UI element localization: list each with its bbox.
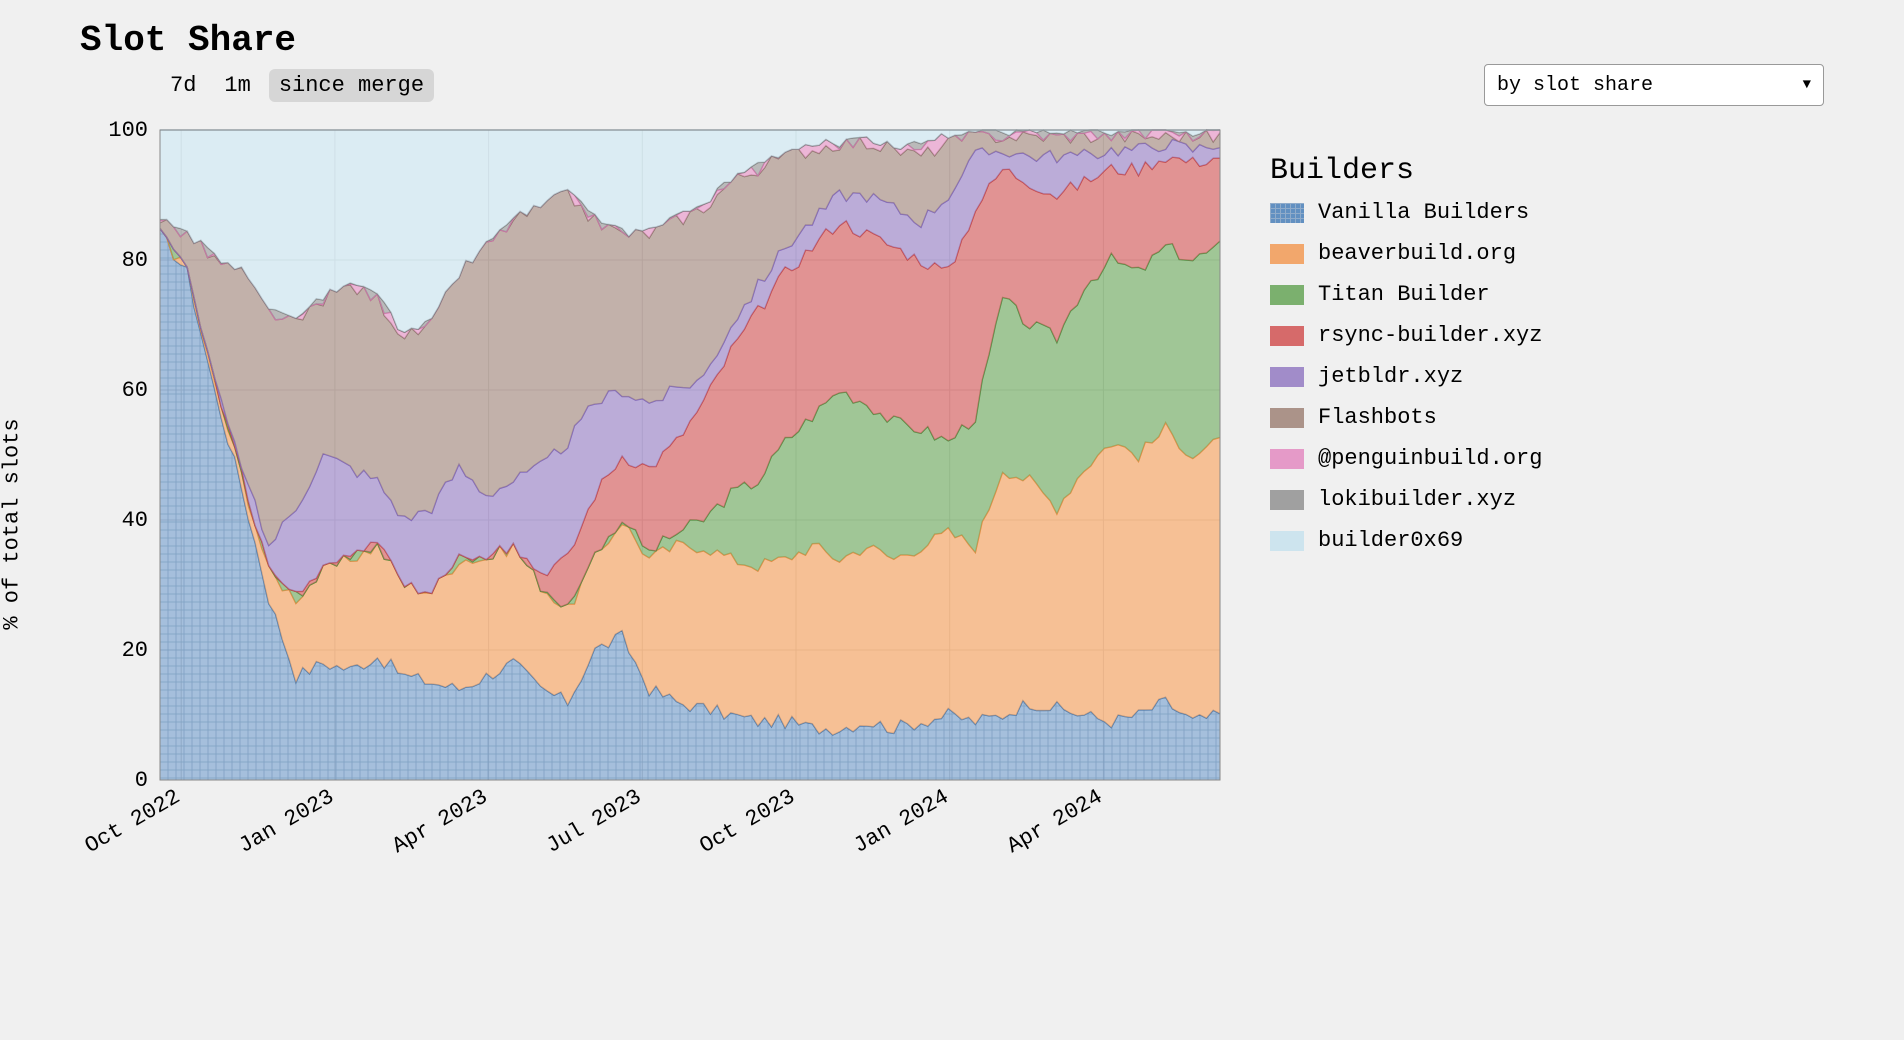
- svg-text:Jul 2023: Jul 2023: [542, 784, 646, 858]
- page-title: Slot Share: [80, 20, 1864, 61]
- chevron-down-icon: ▼: [1803, 77, 1811, 93]
- legend-item[interactable]: Titan Builder: [1270, 282, 1542, 307]
- legend-swatch: [1270, 449, 1304, 469]
- view-dropdown[interactable]: by slot share ▼: [1484, 64, 1824, 106]
- legend-item[interactable]: rsync-builder.xyz: [1270, 323, 1542, 348]
- legend-label: rsync-builder.xyz: [1318, 323, 1542, 348]
- legend-swatch: [1270, 408, 1304, 428]
- svg-text:Oct 2022: Oct 2022: [81, 784, 185, 858]
- legend-label: jetbldr.xyz: [1318, 364, 1463, 389]
- legend-item[interactable]: Vanilla Builders: [1270, 200, 1542, 225]
- slot-share-chart: % of total slots 020406080100Oct 2022Jan…: [40, 114, 1240, 934]
- svg-text:Jan 2024: Jan 2024: [849, 784, 953, 858]
- legend-item[interactable]: lokibuilder.xyz: [1270, 487, 1542, 512]
- legend-item[interactable]: builder0x69: [1270, 528, 1542, 553]
- legend-item[interactable]: jetbldr.xyz: [1270, 364, 1542, 389]
- svg-text:Jan 2023: Jan 2023: [234, 784, 338, 858]
- legend-item[interactable]: Flashbots: [1270, 405, 1542, 430]
- time-range-since-merge[interactable]: since merge: [269, 69, 434, 102]
- svg-text:60: 60: [122, 378, 148, 403]
- legend-swatch: [1270, 531, 1304, 551]
- svg-text:80: 80: [122, 248, 148, 273]
- svg-text:Oct 2023: Oct 2023: [696, 784, 800, 858]
- legend-swatch: [1270, 490, 1304, 510]
- svg-text:20: 20: [122, 638, 148, 663]
- svg-text:Apr 2023: Apr 2023: [388, 784, 492, 858]
- legend-label: @penguinbuild.org: [1318, 446, 1542, 471]
- legend-label: Titan Builder: [1318, 282, 1490, 307]
- svg-text:0: 0: [135, 768, 148, 793]
- legend-swatch: [1270, 326, 1304, 346]
- legend-item[interactable]: beaverbuild.org: [1270, 241, 1542, 266]
- legend-swatch: [1270, 367, 1304, 387]
- legend-item[interactable]: @penguinbuild.org: [1270, 446, 1542, 471]
- svg-text:40: 40: [122, 508, 148, 533]
- legend-label: lokibuilder.xyz: [1318, 487, 1516, 512]
- time-range-7d[interactable]: 7d: [160, 69, 206, 102]
- y-axis-label: % of total slots: [0, 418, 25, 629]
- legend-label: beaverbuild.org: [1318, 241, 1516, 266]
- legend: Builders Vanilla Builders beaverbuild.org…: [1270, 154, 1542, 934]
- legend-label: builder0x69: [1318, 528, 1463, 553]
- time-range-1m[interactable]: 1m: [214, 69, 260, 102]
- legend-label: Flashbots: [1318, 405, 1437, 430]
- legend-label: Vanilla Builders: [1318, 200, 1529, 225]
- legend-swatch: [1270, 285, 1304, 305]
- legend-title: Builders: [1270, 154, 1542, 188]
- svg-text:Apr 2024: Apr 2024: [1003, 784, 1107, 858]
- legend-swatch: [1270, 244, 1304, 264]
- svg-text:100: 100: [108, 118, 148, 143]
- legend-swatch: [1270, 203, 1304, 223]
- view-dropdown-label: by slot share: [1497, 74, 1653, 97]
